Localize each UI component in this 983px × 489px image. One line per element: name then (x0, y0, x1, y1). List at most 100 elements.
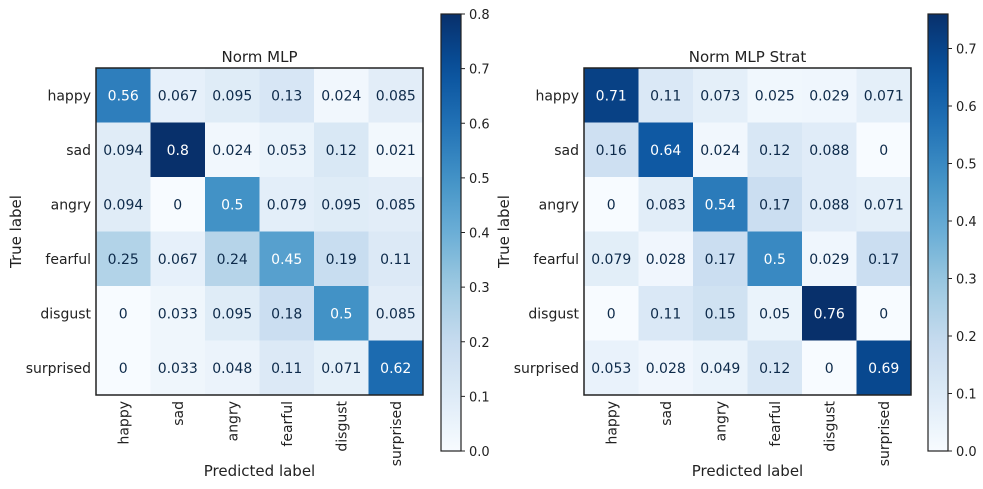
cell-value-label: 0.15 (705, 306, 736, 322)
heatmap-cell (747, 340, 803, 396)
cell-value-label: 0.11 (380, 252, 411, 268)
y-tick-label: angry (51, 197, 91, 213)
heatmap-cell (96, 122, 151, 178)
cell-value-label: 0.56 (108, 88, 139, 104)
colorbar-tick-label: 0.2 (956, 330, 977, 345)
x-tick-label: disgust (334, 401, 350, 452)
y-tick-label: disgust (40, 306, 91, 322)
y-tick-label: surprised (26, 361, 91, 377)
heatmap-cell (314, 122, 369, 178)
heatmap-cell (802, 68, 857, 123)
cell-value-label: 0.024 (212, 143, 252, 159)
heatmap-cell (584, 340, 639, 396)
heatmap-cell (693, 231, 748, 287)
cell-value-label: 0.025 (755, 88, 795, 104)
cell-value-label: 0 (825, 361, 834, 377)
x-tick-label: sad (171, 401, 187, 426)
colorbar-tick-label: 0.6 (469, 117, 490, 132)
y-tick-label: fearful (533, 252, 579, 268)
cell-value-label: 0.088 (809, 143, 849, 159)
cell-value-label: 0.067 (158, 252, 198, 268)
cell-value-label: 0.11 (650, 306, 681, 322)
heatmap-cell (802, 340, 857, 396)
x-tick-label: happy (604, 401, 620, 445)
cell-value-label: 0.8 (167, 143, 189, 159)
x-tick-label: disgust (822, 401, 838, 452)
cell-value-label: 0.033 (158, 306, 198, 322)
cell-value-label: 0.094 (103, 197, 143, 213)
cell-value-label: 0.71 (596, 88, 627, 104)
cell-value-label: 0.12 (759, 143, 790, 159)
colorbar-tick-label: 0.0 (469, 445, 490, 460)
heatmap-cell (150, 177, 206, 232)
y-axis-label: True label (7, 195, 25, 269)
cell-value-label: 0.5 (221, 197, 243, 213)
y-axis-label: True label (495, 195, 513, 269)
heatmap-cell (150, 286, 206, 341)
heatmap-cell (368, 122, 424, 178)
cell-value-label: 0.76 (814, 306, 845, 322)
colorbar-tick-label: 0.4 (469, 227, 490, 242)
heatmap-cell (96, 286, 151, 341)
x-tick-label: happy (116, 401, 132, 445)
confusion-matrix-panel-2: 0.71 0.11 0.073 0.025 0.029 0.071 0.16 0.64 0.02… (495, 13, 977, 480)
y-tick-label: happy (535, 88, 579, 104)
heatmap-cell (856, 231, 912, 287)
heatmap-cell (638, 122, 694, 178)
cell-value-label: 0.19 (326, 252, 357, 268)
cell-value-label: 0.073 (700, 88, 740, 104)
heatmap-cell (96, 340, 151, 396)
heatmap-cell (368, 177, 424, 232)
colorbar (927, 13, 949, 452)
cell-value-label: 0.085 (376, 88, 416, 104)
cell-value-label: 0.071 (321, 361, 361, 377)
heatmap-cell (96, 68, 151, 123)
cell-value-label: 0.11 (650, 88, 681, 104)
cell-value-label: 0 (879, 306, 888, 322)
heatmap-cell (747, 68, 803, 123)
cell-value-label: 0.033 (158, 361, 198, 377)
heatmap-cell (693, 177, 748, 232)
cell-value-label: 0 (879, 143, 888, 159)
y-tick-label: happy (47, 88, 91, 104)
heatmap-cell (314, 286, 369, 341)
heatmap-cell (150, 231, 206, 287)
cell-value-label: 0.17 (759, 197, 790, 213)
heatmap-cell (638, 68, 694, 123)
cell-value-label: 0.5 (330, 306, 352, 322)
cell-value-label: 0.25 (108, 252, 139, 268)
cell-value-label: 0.028 (646, 252, 686, 268)
y-tick-label: sad (66, 143, 91, 159)
cell-value-label: 0.095 (321, 197, 361, 213)
cell-value-label: 0.094 (103, 143, 143, 159)
x-tick-label: fearful (768, 401, 784, 447)
cell-value-label: 0.69 (868, 361, 899, 377)
cell-value-label: 0.5 (764, 252, 786, 268)
heatmap-cell (856, 340, 912, 396)
cell-value-label: 0.024 (700, 143, 740, 159)
cell-value-label: 0.028 (646, 361, 686, 377)
cell-value-label: 0.095 (212, 88, 252, 104)
x-tick-label: angry (225, 401, 241, 441)
colorbar-tick-label: 0.2 (469, 336, 490, 351)
heatmap-cell (368, 340, 424, 396)
y-tick-label: disgust (528, 306, 579, 322)
cell-value-label: 0.11 (271, 361, 302, 377)
heatmap-cell (368, 68, 424, 123)
cell-value-label: 0 (607, 306, 616, 322)
heatmap-cell (856, 286, 912, 341)
heatmap-cell (747, 122, 803, 178)
heatmap-cell (693, 122, 748, 178)
cell-value-label: 0.05 (759, 306, 790, 322)
heatmap-cell (259, 231, 315, 287)
cell-value-label: 0.048 (212, 361, 252, 377)
heatmap-cell (856, 177, 912, 232)
cell-value-label: 0.053 (267, 143, 307, 159)
heatmap-cell (638, 177, 694, 232)
heatmap-cell (693, 68, 748, 123)
y-tick-label: sad (554, 143, 579, 159)
heatmap-cell (693, 340, 748, 396)
cell-value-label: 0.62 (380, 361, 411, 377)
heatmap-cell (584, 122, 639, 178)
